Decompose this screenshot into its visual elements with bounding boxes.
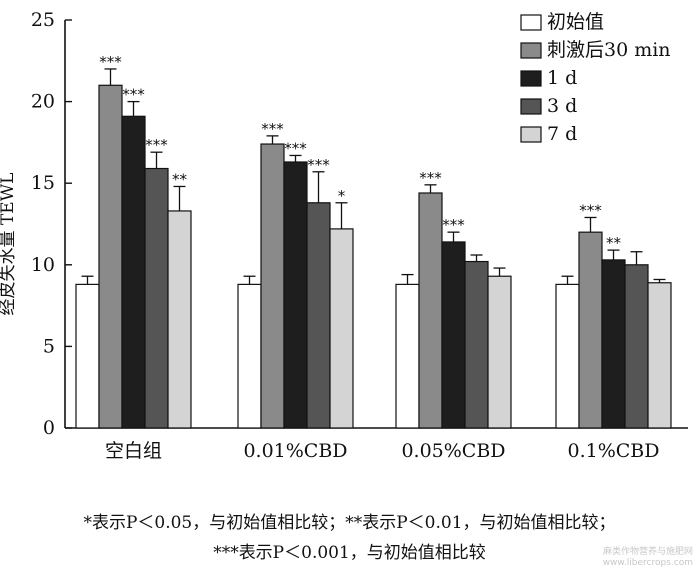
bar — [464, 260, 489, 429]
bar — [624, 264, 649, 429]
significance-label: *** — [122, 86, 145, 104]
chart-bars: ******************************** — [75, 53, 672, 429]
legend-swatch — [520, 42, 542, 59]
bar — [578, 231, 603, 429]
legend-label: 1 d — [547, 67, 577, 89]
watermark: 麻类作物营养与施肥网 www.libercrops.com — [603, 547, 693, 569]
legend-label: 刺激后30 min — [547, 39, 671, 61]
significance-label: * — [338, 187, 346, 205]
footnote-line-1: *表示P＜0.05，与初始值相比较；**表示P＜0.01，与初始值相比较； — [83, 513, 616, 533]
chart-axes: 0 5 10 15 20 25 经皮失水量 TEWL 空白组 0.01%CBD 0.05%CBD 0… — [0, 9, 688, 462]
legend-swatch — [520, 126, 542, 143]
bar — [75, 283, 100, 429]
significance-label: ** — [606, 234, 622, 252]
legend-swatch — [520, 98, 542, 115]
bar — [98, 84, 123, 429]
significance-label: *** — [419, 169, 442, 187]
legend-swatch — [520, 70, 542, 87]
bar — [167, 210, 192, 429]
bar — [555, 283, 580, 429]
footnote-line-2: ***表示P＜0.001，与初始值相比较 — [213, 543, 486, 563]
bar — [144, 167, 169, 429]
bar — [441, 241, 466, 429]
x-tick-label: 0.01%CBD — [243, 440, 347, 462]
y-tick-label: 20 — [31, 91, 55, 113]
bar — [121, 115, 146, 429]
significance-label: *** — [99, 53, 122, 71]
legend-label: 7 d — [547, 123, 577, 145]
significance-label: *** — [579, 201, 602, 219]
significance-label: *** — [307, 156, 330, 174]
watermark-line-1: 麻类作物营养与施肥网 — [602, 547, 693, 557]
significance-label: *** — [145, 136, 168, 154]
bar — [601, 259, 626, 429]
y-tick-label: 15 — [31, 172, 55, 194]
x-tick-label: 空白组 — [105, 440, 162, 462]
bar — [647, 282, 672, 429]
y-axis-label: 经皮失水量 TEWL — [0, 173, 18, 316]
bar — [237, 283, 262, 429]
bar — [283, 161, 308, 429]
y-tick-label: 0 — [43, 417, 55, 439]
bar — [260, 143, 285, 429]
bar — [395, 283, 420, 429]
bar-chart: 0 5 10 15 20 25 经皮失水量 TEWL 空白组 0.01%CBD 0.05%CBD 0… — [0, 9, 688, 462]
y-tick-label: 10 — [31, 254, 55, 276]
legend-label: 3 d — [547, 95, 577, 117]
legend-swatch — [520, 14, 542, 31]
significance-label: ** — [172, 170, 188, 188]
bar — [418, 192, 443, 429]
significance-label: *** — [442, 216, 465, 234]
bar — [329, 228, 354, 429]
x-tick-label: 0.1%CBD — [567, 440, 659, 462]
legend-label: 初始值 — [547, 11, 604, 33]
bar — [306, 202, 331, 429]
y-tick-label: 25 — [31, 9, 55, 31]
significance-label: *** — [261, 120, 284, 138]
watermark-line-2: www.libercrops.com — [602, 558, 693, 568]
bar — [487, 275, 512, 429]
y-tick-label: 5 — [43, 335, 55, 357]
significance-label: *** — [284, 139, 307, 157]
x-tick-label: 0.05%CBD — [401, 440, 505, 462]
